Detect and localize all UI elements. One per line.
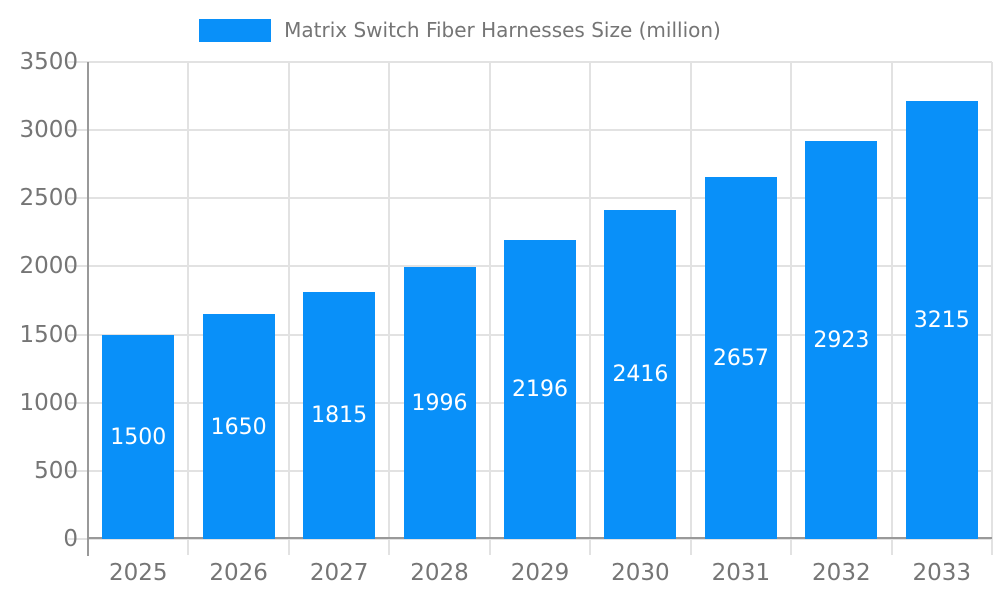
- y-axis-line: [87, 62, 89, 556]
- y-axis-tick-label: 3500: [19, 49, 78, 75]
- x-axis-tick-label: 2025: [108, 560, 168, 586]
- x-gridline: [790, 62, 793, 555]
- y-axis-tick-label: 0: [63, 526, 78, 552]
- x-gridline: [488, 62, 491, 555]
- bar-value-label: 1500: [110, 424, 167, 450]
- bar-value-label: 2923: [813, 327, 870, 353]
- y-axis-tick-label: 500: [34, 457, 78, 484]
- x-gridline: [689, 62, 692, 555]
- x-axis-tick-label: 2032: [812, 560, 871, 586]
- y-gridline: [68, 61, 992, 63]
- x-axis-tick-label: 2029: [510, 560, 570, 586]
- x-axis-tick-label: 2027: [309, 560, 369, 586]
- bar-value-label: 1815: [311, 403, 368, 429]
- bar: [704, 176, 777, 539]
- bar: [202, 314, 275, 539]
- bar: [604, 209, 677, 539]
- y-gridline: [68, 129, 992, 132]
- bar: [805, 140, 878, 539]
- bar-value-label: 2416: [612, 362, 669, 388]
- x-axis-tick-label: 2028: [410, 560, 469, 586]
- x-axis-tick-label: 2030: [611, 560, 670, 586]
- y-axis-tick-label: 2000: [19, 253, 78, 280]
- bar: [403, 266, 476, 539]
- x-axis-tick-label: 2026: [209, 560, 268, 586]
- x-gridline: [890, 62, 893, 555]
- x-gridline: [388, 62, 391, 555]
- bar-value-label: 3215: [913, 307, 970, 333]
- y-gridline: [68, 538, 992, 540]
- y-axis-tick-label: 2500: [19, 185, 78, 212]
- y-axis-tick-label: 1000: [19, 389, 78, 416]
- legend-label: Matrix Switch Fiber Harnesses Size (mill…: [284, 18, 721, 42]
- bar: [102, 334, 175, 539]
- y-axis-tick-label: 3000: [19, 117, 78, 144]
- x-gridline: [589, 62, 592, 555]
- x-gridline: [991, 62, 993, 555]
- bar-value-label: 1650: [210, 414, 267, 440]
- legend[interactable]: Matrix Switch Fiber Harnesses Size (mill…: [0, 18, 960, 42]
- plot-area: 0 500 1000 1500 2000 2500 3000 3500 1500 2025 1650…: [19, 49, 993, 586]
- x-gridline: [187, 62, 190, 555]
- bar: [905, 100, 978, 539]
- bar-value-label: 1996: [411, 390, 468, 416]
- x-axis-tick-label: 2033: [912, 560, 972, 586]
- x-gridline: [287, 62, 290, 555]
- bar-value-label: 2196: [512, 377, 568, 403]
- y-axis-tick-label: 1500: [19, 321, 78, 348]
- bar: [303, 291, 376, 539]
- legend-swatch-icon: [199, 18, 272, 42]
- x-axis-tick-label: 2031: [711, 560, 771, 586]
- y-gridline: [68, 197, 992, 200]
- bar-value-label: 2657: [712, 345, 769, 371]
- bar: [504, 239, 576, 539]
